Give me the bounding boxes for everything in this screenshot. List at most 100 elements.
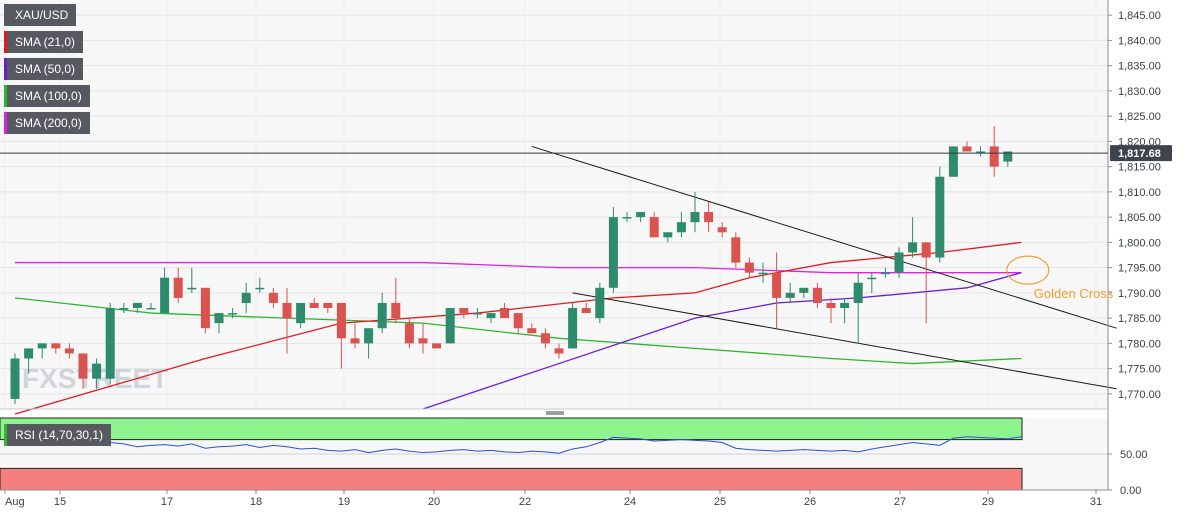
legend-label: SMA (200,0)	[15, 116, 82, 130]
legend-xauusd[interactable]: XAU/USD	[4, 4, 77, 26]
x-tick-label: 18	[250, 496, 262, 508]
candle-body	[78, 353, 88, 379]
candle-body	[989, 146, 999, 167]
candle-body	[282, 302, 292, 319]
x-tick-label: 19	[338, 496, 350, 508]
candle-body	[105, 308, 115, 379]
y-tick-label: 1,810.00	[1118, 187, 1161, 199]
legend-swatch	[4, 31, 7, 53]
candle-body	[228, 313, 238, 315]
golden-cross-label: Golden Cross	[1034, 286, 1114, 301]
candlesticks	[10, 126, 1013, 404]
y-tick-label: 1,815.00	[1118, 162, 1161, 174]
candle-body	[255, 287, 265, 290]
candle-body	[51, 343, 61, 349]
candle-body	[540, 333, 550, 344]
candle-body	[377, 302, 387, 329]
legend-label: SMA (21,0)	[15, 35, 76, 49]
candle-body	[690, 212, 700, 223]
candle-body	[404, 323, 414, 344]
rsi-layer	[0, 417, 1108, 491]
candle-body	[472, 313, 482, 315]
y-tick-label: 1,780.00	[1118, 338, 1161, 350]
candle-body	[241, 292, 251, 303]
candle-body	[336, 302, 346, 339]
x-tick-label: 31	[1090, 496, 1102, 508]
candle-body	[309, 302, 319, 309]
trendline	[572, 292, 1117, 390]
candle-body	[132, 302, 142, 309]
candle-body	[976, 151, 986, 153]
candle-body	[744, 262, 754, 273]
legend-sma-100[interactable]: SMA (100,0)	[4, 85, 90, 107]
candle-body	[391, 302, 401, 319]
candle-body	[758, 272, 768, 275]
rsi-overbought-zone	[0, 417, 1023, 441]
main-plot-background	[0, 0, 1108, 409]
x-tick-label: 25	[714, 496, 726, 508]
x-tick-label: 15	[54, 496, 66, 508]
legend-swatch	[4, 424, 7, 446]
candle-body	[622, 217, 632, 219]
y-tick-label: 1,840.00	[1118, 35, 1161, 47]
legend-label: XAU/USD	[15, 8, 69, 22]
y-tick-label: 1,795.00	[1118, 263, 1161, 275]
candle-body	[418, 338, 428, 344]
candle-body	[636, 212, 646, 218]
candle-body	[799, 287, 809, 293]
candle-body	[608, 217, 618, 288]
candle-body	[173, 277, 183, 298]
candle-body	[894, 252, 904, 273]
rsi-oversold-zone	[0, 467, 1023, 491]
legend-swatch	[4, 112, 7, 134]
candle-body	[459, 308, 469, 314]
legend-sma-200[interactable]: SMA (200,0)	[4, 112, 90, 134]
candle-body	[581, 308, 591, 314]
x-tick-label: 26	[804, 496, 816, 508]
candle-body	[445, 308, 455, 344]
legend-rsi[interactable]: RSI (14,70,30,1)	[4, 424, 112, 446]
legend-sma-21[interactable]: SMA (21,0)	[4, 31, 84, 53]
candle-body	[296, 302, 306, 324]
legend-label: SMA (50,0)	[15, 62, 76, 76]
candle-body	[200, 287, 210, 329]
candle-body	[812, 287, 822, 303]
candle-body	[350, 338, 360, 344]
candle-body	[486, 313, 496, 319]
last-price-label: 1,817.68	[1118, 148, 1161, 160]
pane-resize-handle[interactable]	[546, 411, 564, 415]
candle-body	[513, 313, 523, 329]
last-price-label-box	[1110, 145, 1172, 162]
y-tick-label: 1,830.00	[1118, 86, 1161, 98]
candle-body	[323, 302, 333, 309]
candle-body	[64, 348, 74, 354]
candle-body	[160, 277, 170, 314]
y-tick-label: 1,770.00	[1118, 389, 1161, 401]
y-tick-label: 1,835.00	[1118, 61, 1161, 73]
candle-body	[595, 287, 605, 319]
x-tick-label: 17	[161, 496, 173, 508]
y-tick-label: 1,805.00	[1118, 212, 1161, 224]
candle-body	[880, 272, 890, 275]
trendline	[531, 145, 1117, 329]
legend-swatch	[4, 4, 7, 26]
candle-body	[853, 282, 863, 303]
trendlines	[531, 145, 1117, 390]
candle-body	[840, 302, 850, 309]
candle-body	[500, 308, 510, 319]
candle-body	[649, 217, 659, 238]
candle-body	[364, 328, 374, 344]
legend-sma-50[interactable]: SMA (50,0)	[4, 58, 84, 80]
axes: 1,845.00 1,840.00 1,835.00 1,830.00 1,825.00…	[0, 0, 1172, 508]
legend-label: SMA (100,0)	[15, 89, 82, 103]
legend-label: RSI (14,70,30,1)	[15, 428, 104, 442]
y-tick-label: 1,845.00	[1118, 10, 1161, 22]
grid-lines	[0, 0, 1108, 409]
candle-body	[867, 277, 877, 280]
candle-body	[37, 343, 47, 349]
candle-body	[568, 308, 578, 349]
sma200-line	[15, 261, 1022, 274]
x-tick-label: 29	[982, 496, 994, 508]
golden-cross-circle	[1006, 255, 1050, 285]
candle-body	[785, 292, 795, 298]
